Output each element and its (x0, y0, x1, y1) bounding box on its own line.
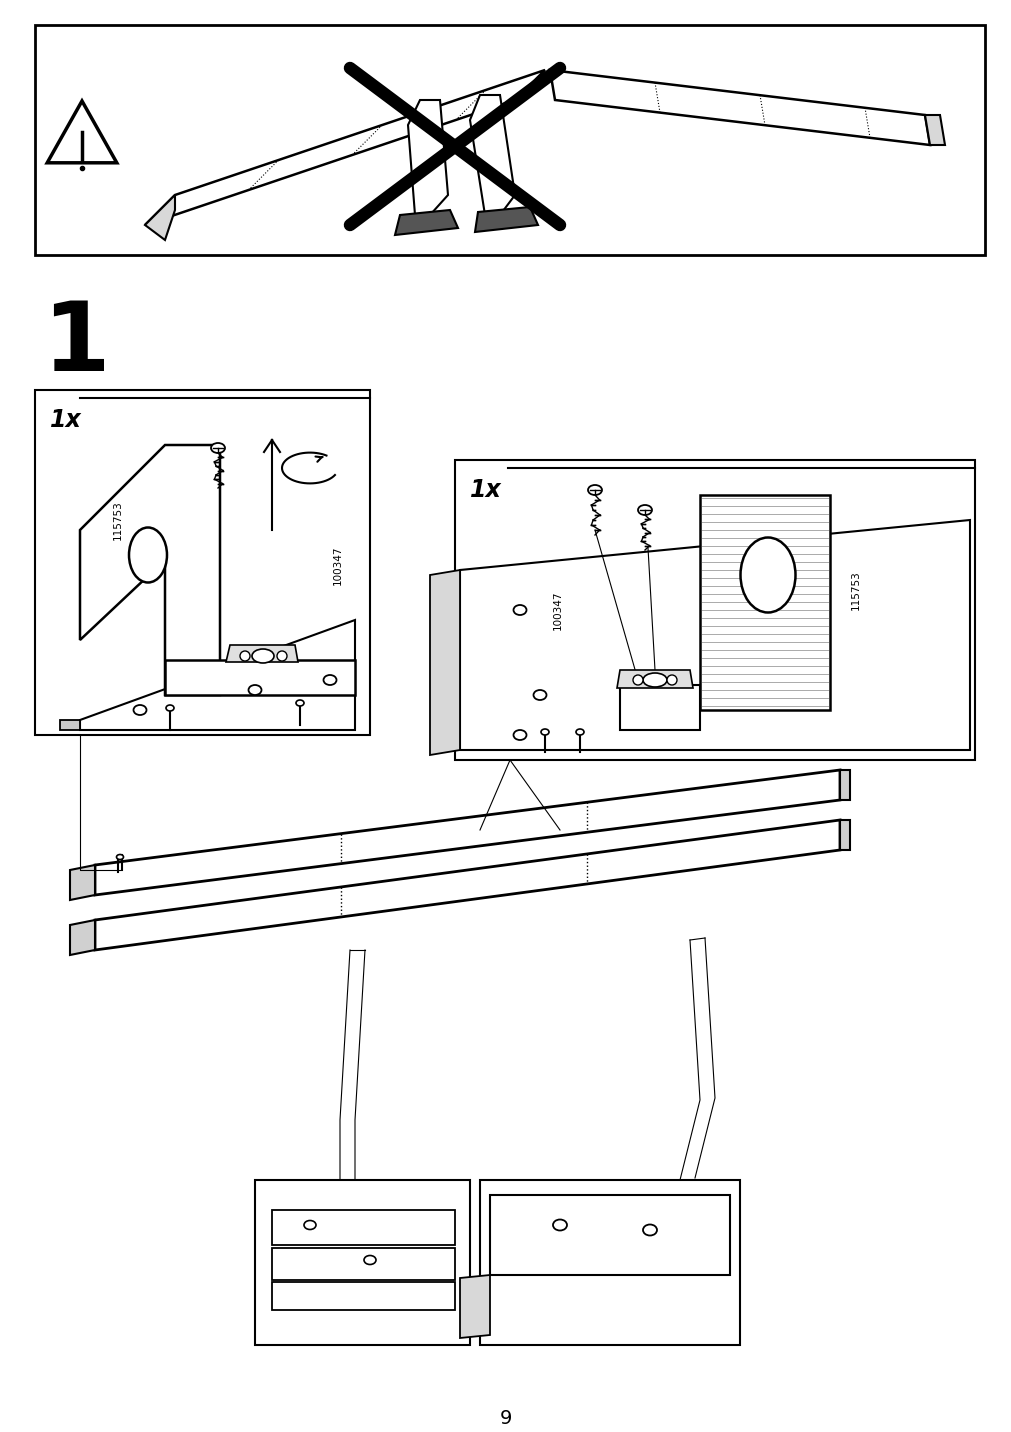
Ellipse shape (240, 652, 250, 662)
Ellipse shape (364, 1256, 376, 1264)
Text: 100347: 100347 (333, 546, 343, 584)
Polygon shape (430, 570, 460, 755)
Ellipse shape (133, 705, 147, 715)
Polygon shape (469, 95, 515, 215)
Text: 1x: 1x (50, 408, 82, 432)
Ellipse shape (552, 1220, 566, 1230)
Text: 1x: 1x (469, 478, 501, 503)
Polygon shape (95, 821, 839, 949)
Ellipse shape (533, 690, 546, 700)
Ellipse shape (740, 537, 795, 613)
Ellipse shape (541, 729, 548, 735)
Polygon shape (225, 644, 297, 662)
Polygon shape (489, 1194, 729, 1274)
Polygon shape (95, 770, 839, 895)
Polygon shape (617, 670, 693, 687)
Polygon shape (549, 70, 929, 145)
Ellipse shape (116, 855, 123, 859)
Ellipse shape (642, 1224, 656, 1236)
Text: 1: 1 (42, 298, 109, 391)
Polygon shape (460, 520, 969, 750)
Ellipse shape (295, 700, 303, 706)
Ellipse shape (252, 649, 274, 663)
Ellipse shape (513, 730, 526, 740)
Polygon shape (80, 445, 219, 695)
Bar (35, 24, 984, 255)
Ellipse shape (128, 527, 167, 583)
Text: 100347: 100347 (552, 590, 562, 630)
Polygon shape (700, 495, 829, 710)
Ellipse shape (303, 1220, 315, 1230)
Text: 115753: 115753 (850, 570, 860, 610)
Polygon shape (145, 195, 175, 241)
Ellipse shape (587, 485, 602, 495)
Bar (455, 460, 974, 760)
Polygon shape (620, 684, 700, 730)
Polygon shape (474, 208, 538, 232)
Ellipse shape (666, 674, 676, 684)
Ellipse shape (575, 729, 583, 735)
Ellipse shape (210, 442, 224, 453)
Polygon shape (145, 70, 545, 225)
Polygon shape (272, 1282, 455, 1310)
Ellipse shape (324, 674, 337, 684)
Ellipse shape (277, 652, 287, 662)
Polygon shape (60, 720, 80, 730)
Polygon shape (272, 1249, 455, 1280)
Ellipse shape (513, 604, 526, 614)
Polygon shape (80, 620, 355, 730)
Polygon shape (394, 211, 458, 235)
Text: 9: 9 (499, 1409, 512, 1428)
Bar (255, 1180, 469, 1345)
Polygon shape (924, 115, 944, 145)
Polygon shape (70, 919, 95, 955)
Polygon shape (70, 865, 95, 899)
Bar (479, 1180, 739, 1345)
Polygon shape (839, 770, 849, 800)
Bar (35, 390, 370, 735)
Ellipse shape (166, 705, 174, 712)
Polygon shape (839, 821, 849, 851)
Polygon shape (460, 1274, 489, 1337)
Ellipse shape (642, 673, 666, 687)
Ellipse shape (249, 684, 261, 695)
Polygon shape (272, 1210, 455, 1244)
Text: 115753: 115753 (113, 500, 123, 540)
Ellipse shape (637, 505, 651, 516)
Ellipse shape (632, 674, 642, 684)
Polygon shape (407, 100, 448, 215)
Polygon shape (48, 102, 116, 163)
Polygon shape (165, 660, 355, 695)
